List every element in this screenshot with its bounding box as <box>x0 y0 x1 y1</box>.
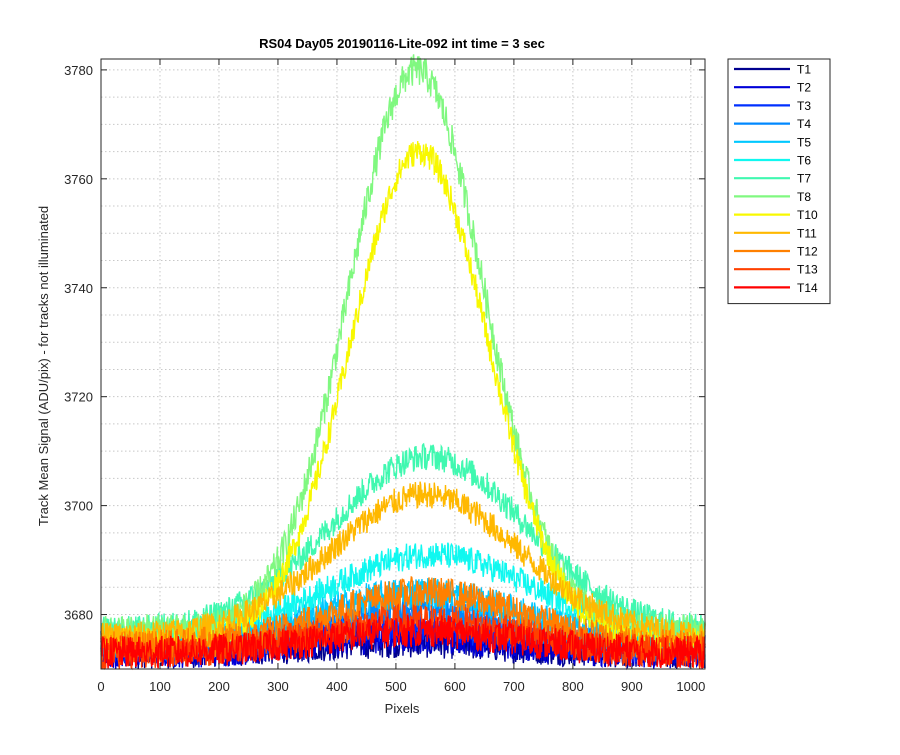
x-tick-label: 700 <box>503 679 525 694</box>
x-tick-label: 0 <box>97 679 104 694</box>
legend-label-t13: T13 <box>797 263 818 277</box>
y-tick-label: 3780 <box>64 63 93 78</box>
plot-frame <box>100 58 706 670</box>
legend-items: T1 T2 T3 T4 T5 T6 T7 T8 T10 T11 T12 T13 T14 <box>734 63 818 295</box>
legend-label-t8: T8 <box>797 190 811 204</box>
legend-label-t1: T1 <box>797 63 811 77</box>
x-tick-label: 200 <box>208 679 230 694</box>
legend: T1 T2 T3 T4 T5 T6 T7 T8 T10 T11 T12 T13 T14 <box>727 58 831 305</box>
legend-label-t6: T6 <box>797 154 811 168</box>
y-tick-label: 3760 <box>64 172 93 187</box>
series-layer <box>100 54 706 671</box>
legend-label-t12: T12 <box>797 245 818 259</box>
y-axis-label: Track Mean Signal (ADU/pix) - for tracks… <box>36 206 51 526</box>
legend-label-t4: T4 <box>797 117 811 131</box>
series-line-t12 <box>100 575 706 664</box>
chart-title: RS04 Day05 20190116-Lite-092 int time = … <box>259 36 545 51</box>
legend-label-t3: T3 <box>797 99 811 113</box>
legend-label-t11: T11 <box>797 226 817 240</box>
x-tick-label: 100 <box>149 679 171 694</box>
legend-label-t10: T10 <box>797 208 818 222</box>
x-tick-label: 600 <box>444 679 466 694</box>
x-tick-label: 1000 <box>676 679 705 694</box>
x-axis-label: Pixels <box>385 701 420 716</box>
y-tick-label: 3700 <box>64 499 93 514</box>
x-tick-label: 900 <box>621 679 643 694</box>
y-tick-label: 3680 <box>64 608 93 623</box>
y-tick-label: 3740 <box>64 281 93 296</box>
legend-label-t2: T2 <box>797 81 811 95</box>
legend-label-t5: T5 <box>797 135 811 149</box>
x-tick-label: 500 <box>385 679 407 694</box>
series-line-t7 <box>100 442 706 644</box>
y-tick-label: 3720 <box>64 390 93 405</box>
tick-layer: 0 100 200 300 400 500 600 700 800 900 1000 3680 3700… <box>64 59 705 694</box>
x-tick-label: 800 <box>562 679 584 694</box>
x-tick-label: 400 <box>326 679 348 694</box>
x-tick-label: 300 <box>267 679 289 694</box>
legend-box <box>727 58 831 305</box>
legend-label-t14: T14 <box>797 281 818 295</box>
legend-label-t7: T7 <box>797 172 811 186</box>
series-line-t14 <box>100 614 706 670</box>
